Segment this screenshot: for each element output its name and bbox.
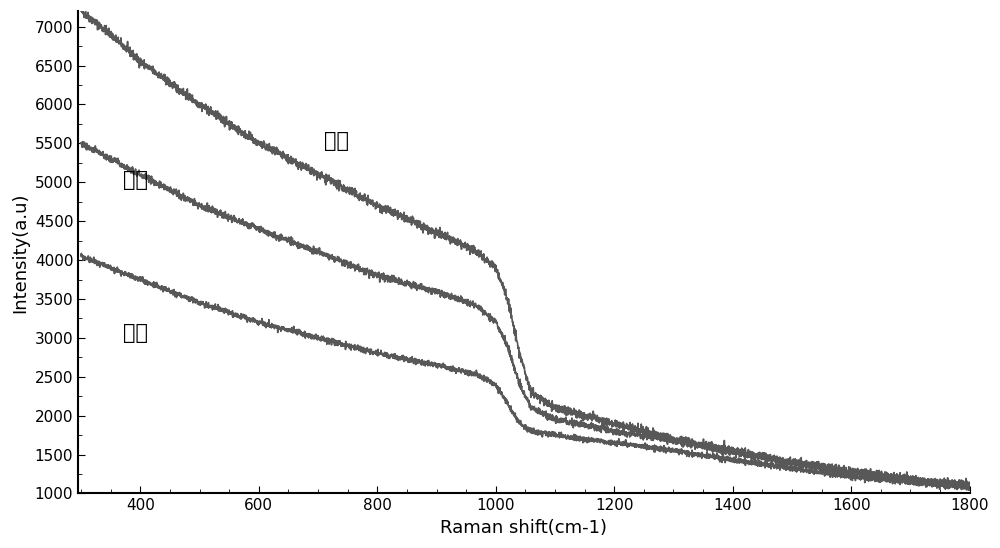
Y-axis label: Intensity(a.u): Intensity(a.u) [11,192,29,312]
Text: 干茶: 干茶 [324,132,349,151]
Text: 茶粉: 茶粉 [123,323,148,344]
X-axis label: Raman shift(cm-1): Raman shift(cm-1) [440,519,607,537]
Text: 茶毫: 茶毫 [123,170,148,190]
